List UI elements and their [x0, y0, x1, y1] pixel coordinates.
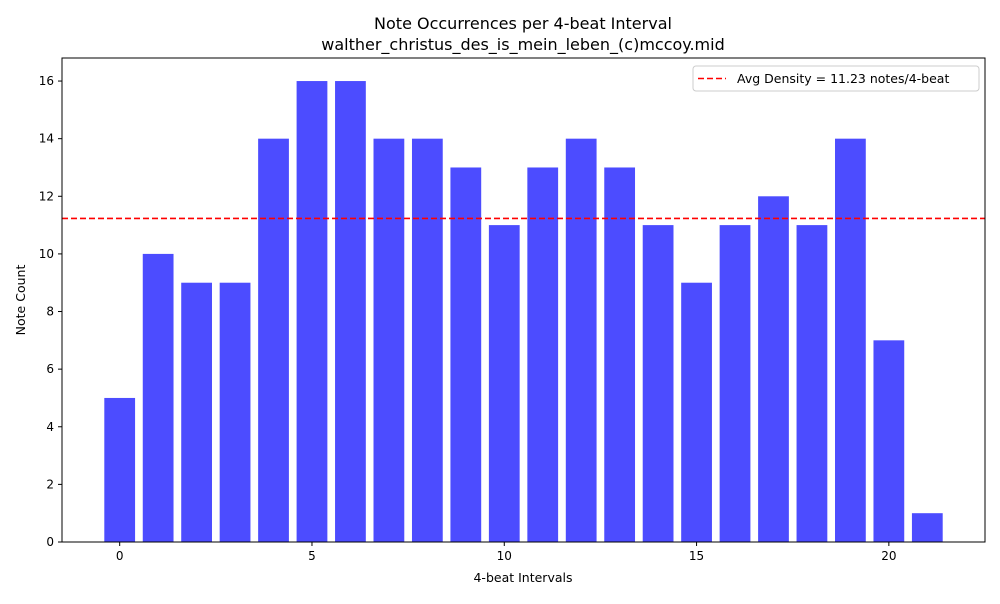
bar-19	[835, 138, 866, 543]
bar-14	[642, 225, 674, 542]
plot-frame	[61, 57, 986, 543]
x-axis-label: 4-beat Intervals	[473, 570, 572, 585]
bar-15	[681, 282, 712, 542]
y-tick-label-2: 2	[46, 477, 54, 491]
bar-6	[335, 81, 366, 543]
y-tick-label-8: 8	[46, 305, 54, 319]
legend: Avg Density = 11.23 notes/4-beat	[692, 65, 980, 92]
legend-box	[692, 65, 980, 92]
x-tick-label-15: 15	[689, 549, 704, 563]
bars-group	[104, 81, 943, 543]
chart-subtitle: walther_christus_des_is_mein_leben_(c)mc…	[321, 35, 725, 55]
bar-10	[488, 225, 520, 542]
axes-group	[61, 57, 986, 543]
y-ticks-group: 0 2 4 6 8 10 12 14 16	[39, 74, 62, 549]
bar-13	[604, 167, 636, 543]
bar-21	[911, 513, 943, 542]
bar-8	[411, 138, 443, 543]
chart-title: Note Occurrences per 4-beat Interval	[374, 14, 672, 33]
x-tick-label-10: 10	[497, 549, 512, 563]
x-ticks-group: 0 5 10 15 20	[116, 542, 896, 563]
x-tick-label-5: 5	[308, 549, 316, 563]
bar-3	[219, 282, 251, 542]
bar-4	[258, 138, 289, 543]
bar-5	[296, 81, 328, 543]
y-tick-label-12: 12	[39, 189, 54, 203]
y-tick-label-16: 16	[39, 74, 54, 88]
y-tick-label-14: 14	[39, 132, 54, 146]
x-tick-label-0: 0	[116, 549, 124, 563]
legend-label: Avg Density = 11.23 notes/4-beat	[737, 71, 949, 86]
bar-17	[758, 196, 789, 543]
bar-18	[796, 225, 828, 542]
x-tick-label-20: 20	[881, 549, 896, 563]
bar-20	[873, 340, 905, 542]
bar-1	[142, 253, 174, 542]
y-axis-label: Note Count	[13, 265, 28, 336]
y-tick-label-10: 10	[39, 247, 54, 261]
bar-0	[104, 397, 136, 542]
y-tick-label-4: 4	[46, 420, 54, 434]
bar-2	[181, 282, 212, 542]
bar-9	[450, 167, 482, 543]
bar-11	[527, 167, 559, 543]
bar-12	[565, 138, 597, 543]
bar-7	[373, 138, 405, 543]
bar-16	[719, 225, 751, 542]
y-tick-label-0: 0	[46, 535, 54, 549]
y-tick-label-6: 6	[46, 362, 54, 376]
